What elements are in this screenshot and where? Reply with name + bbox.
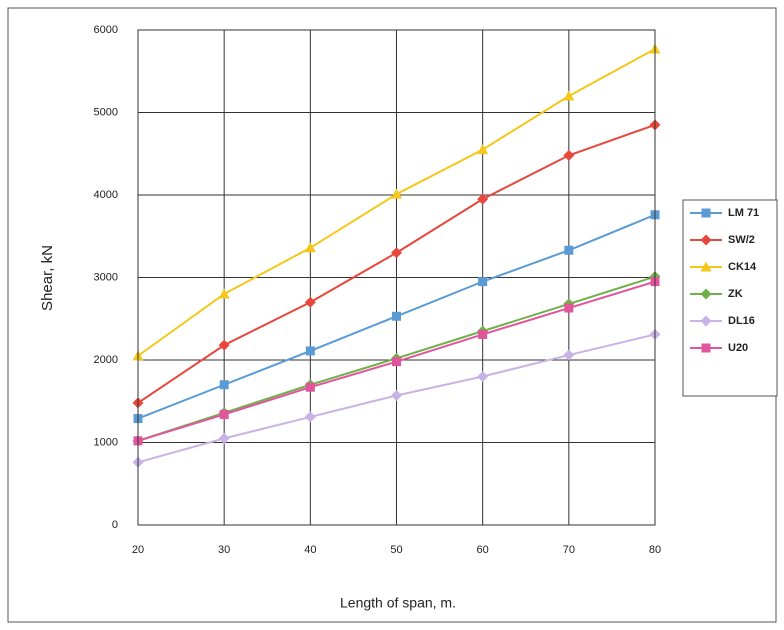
data-point bbox=[392, 357, 401, 366]
chart: Shear, kN Length of span, m. 0 1000 2000 30… bbox=[0, 0, 784, 630]
data-point bbox=[306, 383, 315, 392]
y-axis-title: Shear, kN bbox=[39, 245, 56, 311]
x-tick-label: 40 bbox=[304, 544, 316, 556]
legend-label: U20 bbox=[728, 342, 748, 354]
x-axis-title: Length of span, m. bbox=[340, 595, 456, 611]
legend-label: ZK bbox=[728, 288, 743, 300]
data-point bbox=[564, 246, 573, 255]
data-point bbox=[220, 380, 229, 389]
data-point bbox=[220, 410, 229, 419]
legend-marker bbox=[702, 209, 711, 218]
data-point bbox=[392, 312, 401, 321]
x-tick-label: 50 bbox=[390, 544, 402, 556]
legend-marker bbox=[702, 344, 711, 353]
y-tick-label: 3000 bbox=[94, 271, 118, 283]
y-tick-label: 0 bbox=[112, 519, 118, 531]
x-tick-label: 70 bbox=[563, 544, 575, 556]
x-tick-label: 60 bbox=[477, 544, 489, 556]
data-point bbox=[564, 304, 573, 313]
x-tick-label: 20 bbox=[132, 544, 144, 556]
legend-label: SW/2 bbox=[728, 234, 755, 246]
y-tick-label: 1000 bbox=[94, 436, 118, 448]
x-tick-label: 30 bbox=[218, 544, 230, 556]
x-tick-label: 80 bbox=[649, 544, 661, 556]
legend-label: CK14 bbox=[728, 261, 757, 273]
legend-label: LM 71 bbox=[728, 207, 759, 219]
legend-label: DL16 bbox=[728, 315, 755, 327]
y-tick-label: 4000 bbox=[94, 189, 118, 201]
data-point bbox=[478, 330, 487, 339]
data-point bbox=[478, 277, 487, 286]
data-point bbox=[306, 346, 315, 355]
y-tick-label: 5000 bbox=[94, 106, 118, 118]
y-tick-label: 2000 bbox=[94, 354, 118, 366]
y-tick-label: 6000 bbox=[94, 24, 118, 36]
